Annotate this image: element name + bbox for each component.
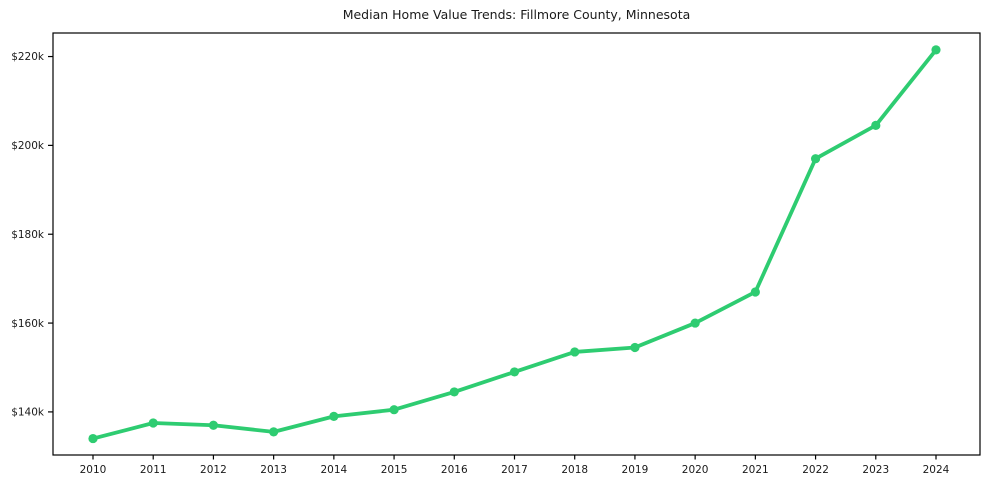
data-point-2019	[630, 342, 640, 353]
data-point-2020	[690, 318, 700, 328]
data-point-2015	[389, 405, 399, 415]
data-point-2014	[329, 411, 339, 421]
y-tick-label: $140k	[11, 407, 45, 419]
data-point-2016	[449, 387, 459, 397]
data-point-2013	[269, 427, 279, 437]
data-point-2017	[509, 367, 520, 377]
x-tick-label: 2022	[802, 464, 829, 476]
x-tick-label: 2015	[381, 464, 408, 476]
y-tick-label: $220k	[11, 51, 45, 63]
x-tick-label: 2016	[441, 464, 468, 476]
data-point-2011	[148, 418, 158, 428]
data-point-2021	[750, 287, 760, 297]
x-tick-label: 2024	[923, 464, 950, 476]
y-tick-label: $160k	[11, 318, 45, 330]
x-tick-label: 2011	[140, 464, 167, 476]
y-tick-label: $200k	[11, 140, 45, 152]
data-point-2023	[871, 120, 881, 130]
plot-frame	[52, 32, 981, 456]
x-tick-label: 2021	[742, 464, 769, 476]
x-tick-label: 2013	[260, 464, 287, 476]
x-tick-label: 2019	[622, 464, 649, 476]
data-point-2018	[570, 347, 580, 357]
x-tick-label: 2017	[501, 464, 528, 476]
data-point-2010	[88, 433, 98, 444]
chart-title: Median Home Value Trends: Fillmore Count…	[342, 7, 691, 22]
series-line-median-home-value	[91, 47, 938, 441]
x-tick-label: 2010	[80, 464, 107, 476]
x-tick-label: 2023	[862, 464, 889, 476]
x-tick-label: 2020	[682, 464, 709, 476]
data-point-2024	[931, 45, 941, 55]
data-point-2012	[208, 420, 219, 430]
data-point-2022	[810, 154, 821, 164]
x-tick-label: 2012	[200, 464, 227, 476]
x-tick-label: 2018	[561, 464, 588, 476]
x-tick-label: 2014	[320, 464, 347, 476]
y-tick-label: $180k	[11, 229, 45, 241]
